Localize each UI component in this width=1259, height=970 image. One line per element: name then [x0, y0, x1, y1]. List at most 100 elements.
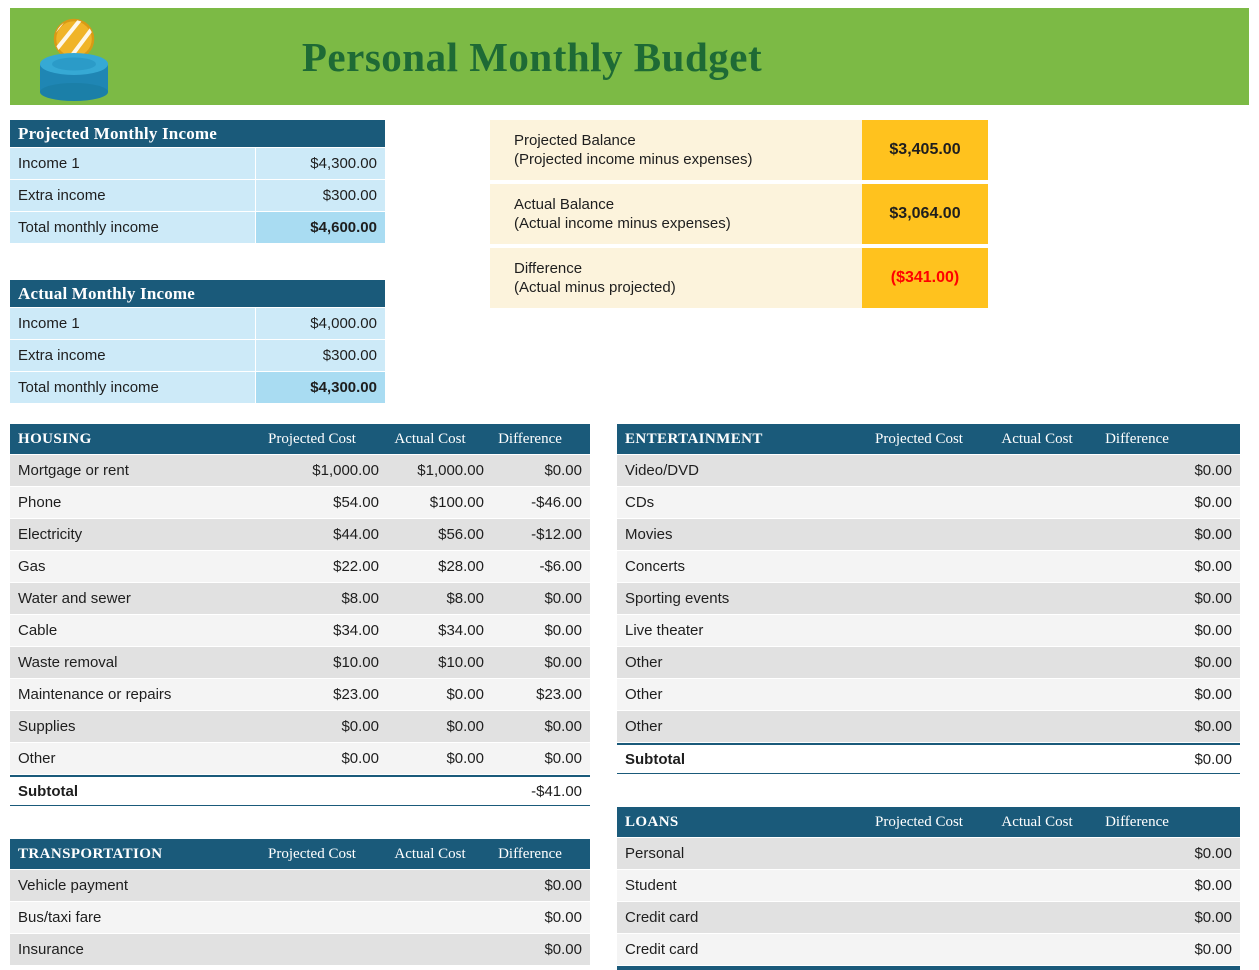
- row-label-cell[interactable]: Live theater: [625, 622, 704, 639]
- total-value-cell[interactable]: $4,600.00: [255, 212, 385, 243]
- actual-cost-cell[interactable]: $0.00: [446, 686, 484, 703]
- difference-header[interactable]: Difference: [1105, 814, 1169, 830]
- projected-cost-cell[interactable]: $10.00: [333, 654, 379, 671]
- projected-balance-value[interactable]: $3,405.00: [862, 120, 988, 180]
- actual-cost-cell[interactable]: $8.00: [446, 590, 484, 607]
- projected-cost-cell[interactable]: $34.00: [333, 622, 379, 639]
- row-label-cell[interactable]: Sporting events: [625, 590, 730, 607]
- difference-cell[interactable]: $0.00: [1194, 750, 1232, 768]
- actual-cost-cell[interactable]: $34.00: [438, 622, 484, 639]
- row-label-cell[interactable]: Supplies: [18, 718, 76, 735]
- row-label-cell[interactable]: Electricity: [18, 526, 83, 543]
- summary-label-cell[interactable]: Actual Balance (Actual income minus expe…: [490, 184, 862, 244]
- row-label-cell[interactable]: Total monthly income: [10, 372, 255, 403]
- row-label-cell[interactable]: Insurance: [18, 941, 84, 958]
- row-label-cell[interactable]: Water and sewer: [18, 590, 131, 607]
- row-label-cell[interactable]: Phone: [18, 494, 62, 511]
- actual-balance-value[interactable]: $3,064.00: [862, 184, 988, 244]
- row-label-cell[interactable]: Mortgage or rent: [18, 462, 129, 479]
- row-label-cell[interactable]: Other: [625, 686, 663, 703]
- projected-cost-cell[interactable]: $22.00: [333, 558, 379, 575]
- projected-cost-cell[interactable]: $1,000.00: [312, 462, 379, 479]
- difference-cell[interactable]: $0.00: [1194, 718, 1232, 735]
- row-label-cell[interactable]: Credit card: [625, 941, 699, 958]
- row-label-cell[interactable]: Maintenance or repairs: [18, 686, 172, 703]
- projected-cost-header[interactable]: Projected Cost: [875, 431, 963, 447]
- row-label-cell[interactable]: Total monthly income: [10, 212, 255, 243]
- actual-income-header[interactable]: Actual Monthly Income: [10, 280, 385, 307]
- difference-value[interactable]: ($341.00): [862, 248, 988, 308]
- difference-cell[interactable]: $0.00: [1194, 845, 1232, 862]
- row-label-cell[interactable]: Extra income: [10, 180, 255, 211]
- projected-cost-header[interactable]: Projected Cost: [268, 431, 356, 447]
- difference-cell[interactable]: $0.00: [544, 622, 582, 639]
- difference-cell[interactable]: $0.00: [1194, 494, 1232, 511]
- difference-cell[interactable]: $0.00: [544, 462, 582, 479]
- projected-cost-cell[interactable]: $44.00: [333, 526, 379, 543]
- value-cell[interactable]: $300.00: [255, 180, 385, 211]
- row-label-cell[interactable]: Student: [625, 877, 677, 894]
- row-label-cell[interactable]: Credit card: [625, 909, 699, 926]
- difference-header[interactable]: Difference: [498, 431, 562, 447]
- row-label-cell[interactable]: Other: [18, 750, 56, 767]
- table-title[interactable]: ENTERTAINMENT: [625, 430, 763, 447]
- actual-cost-cell[interactable]: $100.00: [429, 494, 484, 511]
- projected-cost-header[interactable]: Projected Cost: [268, 846, 356, 862]
- row-label-cell[interactable]: Movies: [625, 526, 673, 543]
- row-label-cell[interactable]: Extra income: [10, 340, 255, 371]
- row-label-cell[interactable]: Other: [625, 654, 663, 671]
- summary-label-cell[interactable]: Difference (Actual minus projected): [490, 248, 862, 308]
- difference-cell[interactable]: $0.00: [1194, 654, 1232, 671]
- difference-cell[interactable]: $0.00: [1194, 877, 1232, 894]
- row-label-cell[interactable]: Other: [625, 718, 663, 735]
- actual-cost-cell[interactable]: $0.00: [446, 750, 484, 767]
- summary-label-cell[interactable]: Projected Balance (Projected income minu…: [490, 120, 862, 180]
- actual-cost-cell[interactable]: $28.00: [438, 558, 484, 575]
- difference-cell[interactable]: $0.00: [1194, 622, 1232, 639]
- row-label-cell[interactable]: Video/DVD: [625, 462, 699, 479]
- difference-cell[interactable]: $0.00: [1194, 590, 1232, 607]
- projected-cost-cell[interactable]: $8.00: [341, 590, 379, 607]
- row-label-cell[interactable]: Gas: [18, 558, 46, 575]
- actual-cost-header[interactable]: Actual Cost: [1001, 431, 1073, 447]
- subtotal-label-cell[interactable]: Subtotal: [625, 750, 685, 768]
- difference-cell[interactable]: $0.00: [1194, 686, 1232, 703]
- row-label-cell[interactable]: CDs: [625, 494, 655, 511]
- difference-cell[interactable]: -$41.00: [531, 782, 582, 800]
- difference-cell[interactable]: $0.00: [1194, 558, 1232, 575]
- difference-cell[interactable]: -$12.00: [531, 526, 582, 543]
- total-value-cell[interactable]: $4,300.00: [255, 372, 385, 403]
- projected-cost-cell[interactable]: $23.00: [333, 686, 379, 703]
- difference-cell[interactable]: $0.00: [1194, 909, 1232, 926]
- actual-cost-cell[interactable]: $10.00: [438, 654, 484, 671]
- row-label-cell[interactable]: Cable: [18, 622, 58, 639]
- projected-cost-cell[interactable]: $0.00: [341, 750, 379, 767]
- value-cell[interactable]: $300.00: [255, 340, 385, 371]
- row-label-cell[interactable]: Income 1: [10, 308, 255, 339]
- value-cell[interactable]: $4,300.00: [255, 148, 385, 179]
- row-label-cell[interactable]: Bus/taxi fare: [18, 909, 102, 926]
- actual-cost-cell[interactable]: $1,000.00: [417, 462, 484, 479]
- projected-cost-cell[interactable]: $54.00: [333, 494, 379, 511]
- row-label-cell[interactable]: Vehicle payment: [18, 877, 129, 894]
- actual-cost-cell[interactable]: $56.00: [438, 526, 484, 543]
- row-label-cell[interactable]: Concerts: [625, 558, 686, 575]
- difference-cell[interactable]: $0.00: [1194, 941, 1232, 958]
- actual-cost-cell[interactable]: $0.00: [446, 718, 484, 735]
- difference-cell[interactable]: $0.00: [1194, 526, 1232, 543]
- difference-cell[interactable]: $0.00: [544, 654, 582, 671]
- difference-cell[interactable]: $0.00: [1194, 462, 1232, 479]
- difference-cell[interactable]: $0.00: [544, 877, 582, 894]
- projected-cost-header[interactable]: Projected Cost: [875, 814, 963, 830]
- actual-cost-header[interactable]: Actual Cost: [394, 846, 466, 862]
- actual-cost-header[interactable]: Actual Cost: [394, 431, 466, 447]
- difference-cell[interactable]: $23.00: [536, 686, 582, 703]
- difference-cell[interactable]: -$46.00: [531, 494, 582, 511]
- projected-income-header[interactable]: Projected Monthly Income: [10, 120, 385, 147]
- difference-header[interactable]: Difference: [1105, 431, 1169, 447]
- table-title[interactable]: TRANSPORTATION: [18, 845, 163, 862]
- row-label-cell[interactable]: Income 1: [10, 148, 255, 179]
- difference-cell[interactable]: -$6.00: [539, 558, 582, 575]
- row-label-cell[interactable]: Personal: [625, 845, 685, 862]
- projected-cost-cell[interactable]: $0.00: [341, 718, 379, 735]
